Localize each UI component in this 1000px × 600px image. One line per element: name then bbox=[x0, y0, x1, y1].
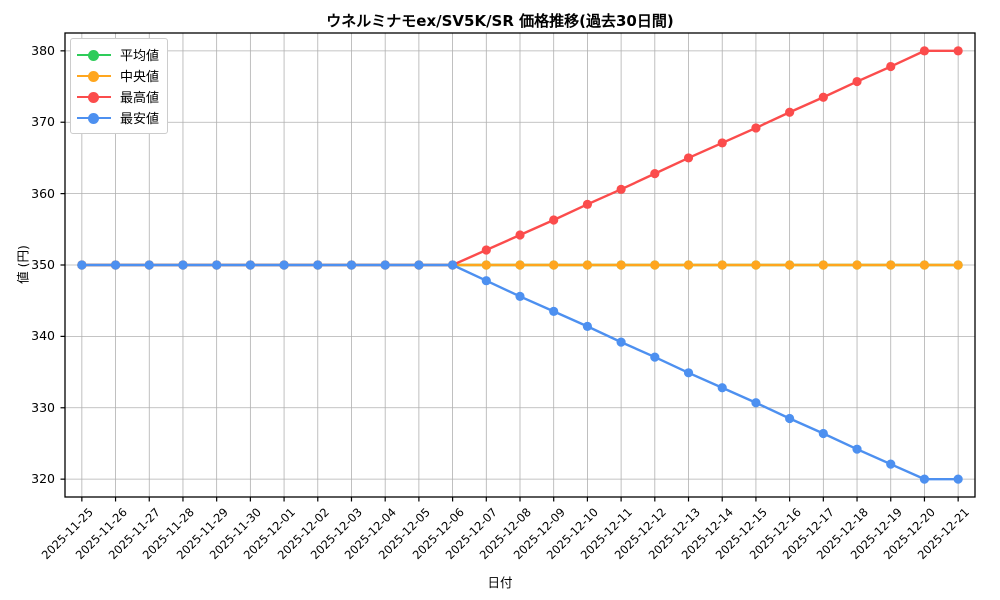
legend-item-中央値[interactable]: 中央値 bbox=[77, 65, 159, 86]
data-point bbox=[919, 260, 930, 270]
data-point bbox=[886, 459, 896, 469]
y-tick-label: 330 bbox=[31, 399, 55, 415]
data-point bbox=[818, 428, 828, 439]
data-point bbox=[953, 474, 963, 484]
data-point bbox=[616, 184, 626, 194]
data-point bbox=[650, 260, 660, 270]
data-point bbox=[245, 260, 255, 270]
data-point bbox=[785, 260, 795, 270]
data-point bbox=[279, 260, 289, 270]
legend-marker-icon bbox=[77, 69, 111, 83]
y-tick-label: 350 bbox=[31, 257, 55, 272]
legend-label: 最高値 bbox=[120, 91, 160, 106]
data-point bbox=[616, 260, 626, 270]
data-point bbox=[717, 383, 727, 393]
data-point bbox=[313, 260, 323, 270]
data-point bbox=[818, 260, 828, 270]
data-point bbox=[717, 138, 727, 148]
data-point bbox=[178, 260, 188, 270]
data-point bbox=[953, 46, 963, 56]
data-point bbox=[852, 444, 862, 454]
data-point bbox=[582, 199, 593, 209]
data-point bbox=[549, 215, 559, 225]
series-最安値 bbox=[77, 260, 963, 484]
chart-title: ウネルミナモex/SV5K/SR 価格推移(過去30日間) bbox=[326, 12, 674, 30]
data-point bbox=[852, 260, 862, 270]
data-point bbox=[650, 352, 660, 362]
data-point bbox=[414, 260, 424, 270]
data-point bbox=[683, 260, 694, 270]
data-point bbox=[886, 260, 896, 270]
data-point bbox=[616, 337, 626, 347]
data-point bbox=[110, 260, 121, 270]
y-tick-label: 380 bbox=[31, 42, 55, 58]
data-point bbox=[582, 321, 593, 331]
data-point bbox=[919, 46, 930, 56]
data-point bbox=[515, 291, 525, 302]
legend-label: 最安値 bbox=[120, 112, 160, 127]
tick-marks bbox=[60, 50, 959, 502]
chart-legend: 平均値中央値最高値最安値 bbox=[70, 38, 169, 134]
data-point bbox=[77, 260, 87, 270]
legend-item-平均値[interactable]: 平均値 bbox=[77, 44, 159, 65]
data-point bbox=[515, 230, 525, 240]
y-tick-label: 320 bbox=[31, 471, 55, 487]
data-point bbox=[515, 260, 525, 270]
data-point bbox=[650, 169, 660, 179]
data-point bbox=[785, 107, 795, 117]
data-point bbox=[717, 260, 727, 270]
data-point bbox=[549, 306, 559, 316]
data-point bbox=[683, 153, 694, 163]
data-point bbox=[751, 260, 761, 270]
legend-item-最安値[interactable]: 最安値 bbox=[77, 107, 159, 128]
data-point bbox=[818, 92, 828, 102]
data-point bbox=[785, 413, 795, 424]
data-point bbox=[481, 260, 491, 270]
data-point bbox=[144, 260, 154, 270]
data-point bbox=[380, 260, 390, 270]
data-point bbox=[582, 260, 593, 270]
x-axis-label: 日付 bbox=[487, 575, 513, 590]
data-point bbox=[481, 245, 491, 255]
data-point bbox=[481, 276, 491, 286]
data-point bbox=[549, 260, 559, 270]
data-point bbox=[919, 474, 930, 484]
legend-marker-icon bbox=[77, 90, 111, 104]
data-point bbox=[751, 123, 761, 133]
data-point bbox=[447, 260, 458, 270]
y-tick-label: 340 bbox=[31, 328, 55, 344]
legend-marker-icon bbox=[77, 48, 111, 62]
legend-item-最高値[interactable]: 最高値 bbox=[77, 86, 159, 107]
y-tick-label: 370 bbox=[31, 114, 55, 130]
data-point bbox=[683, 368, 694, 378]
legend-label: 平均値 bbox=[120, 49, 160, 64]
data-point bbox=[346, 260, 357, 270]
y-tick-label: 360 bbox=[31, 185, 55, 201]
data-point bbox=[886, 61, 896, 72]
data-point bbox=[953, 260, 963, 270]
legend-marker-icon bbox=[77, 111, 111, 125]
legend-label: 中央値 bbox=[120, 70, 160, 85]
data-point bbox=[852, 76, 862, 87]
data-point bbox=[212, 260, 222, 270]
data-point bbox=[751, 398, 761, 408]
